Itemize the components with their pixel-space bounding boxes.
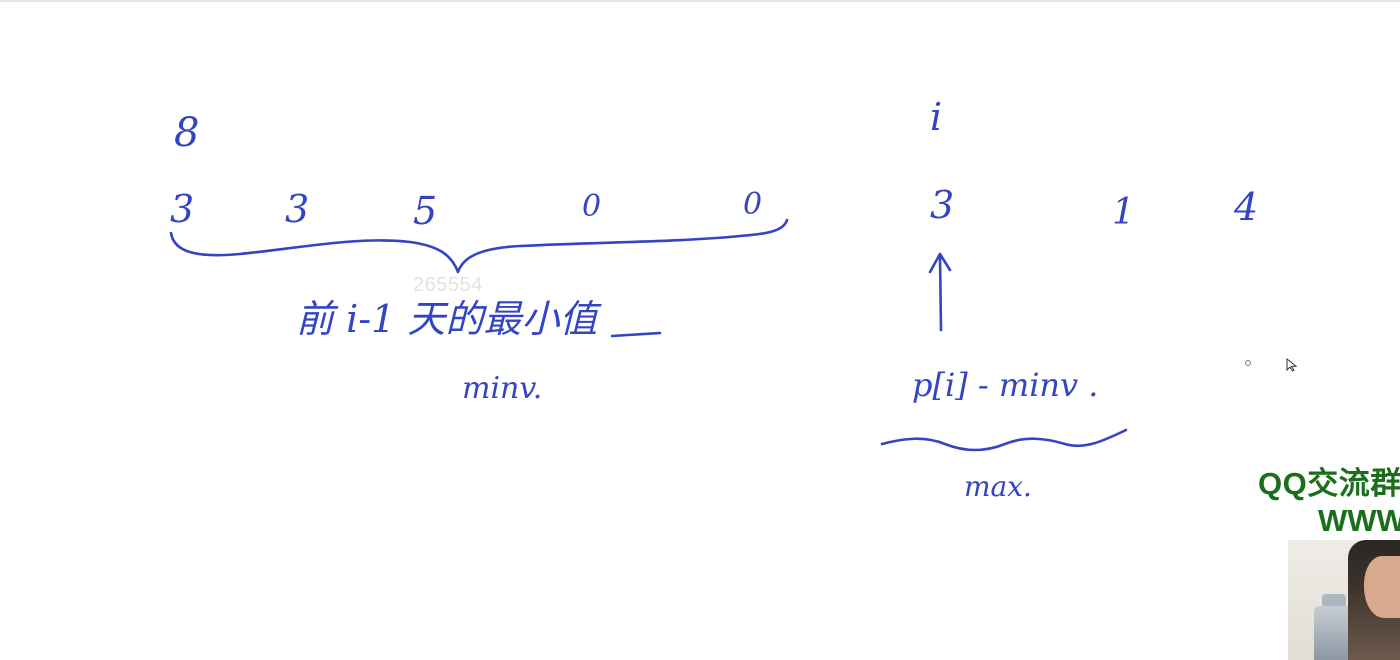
price-value: 3 (285, 187, 309, 231)
price-value: 4 (1233, 185, 1258, 229)
webcam-feed (1288, 540, 1400, 660)
price-value: 0 (743, 187, 762, 222)
price-value: 0 (582, 189, 601, 224)
max-label: max. (964, 470, 1032, 503)
price-value: 3 (170, 187, 194, 231)
note-underline (610, 331, 662, 338)
webcam-face (1364, 556, 1400, 618)
price-value-current: 3 (930, 183, 954, 227)
min-note: 前 i-1 天的最小值 (296, 297, 602, 341)
top-value: 8 (174, 110, 199, 156)
wavy-underline (880, 428, 1128, 452)
minv-label: minv. (462, 371, 542, 406)
index-label: i (930, 95, 942, 139)
qq-group-banner: QQ交流群 (1258, 466, 1400, 501)
price-value: 5 (413, 189, 437, 233)
watermark-number: 265554 (413, 274, 483, 296)
pointer-arrow-head (928, 252, 952, 274)
profit-expression: p[i] - minv . (912, 366, 1098, 404)
pointer-arrow-shaft (938, 254, 943, 332)
grouping-brace (169, 218, 789, 274)
price-value: 1 (1112, 192, 1135, 233)
mouse-pointer-icon (1286, 358, 1298, 372)
small-dot (1245, 360, 1251, 366)
top-border (0, 0, 1400, 2)
website-banner: WWW (1318, 503, 1400, 538)
